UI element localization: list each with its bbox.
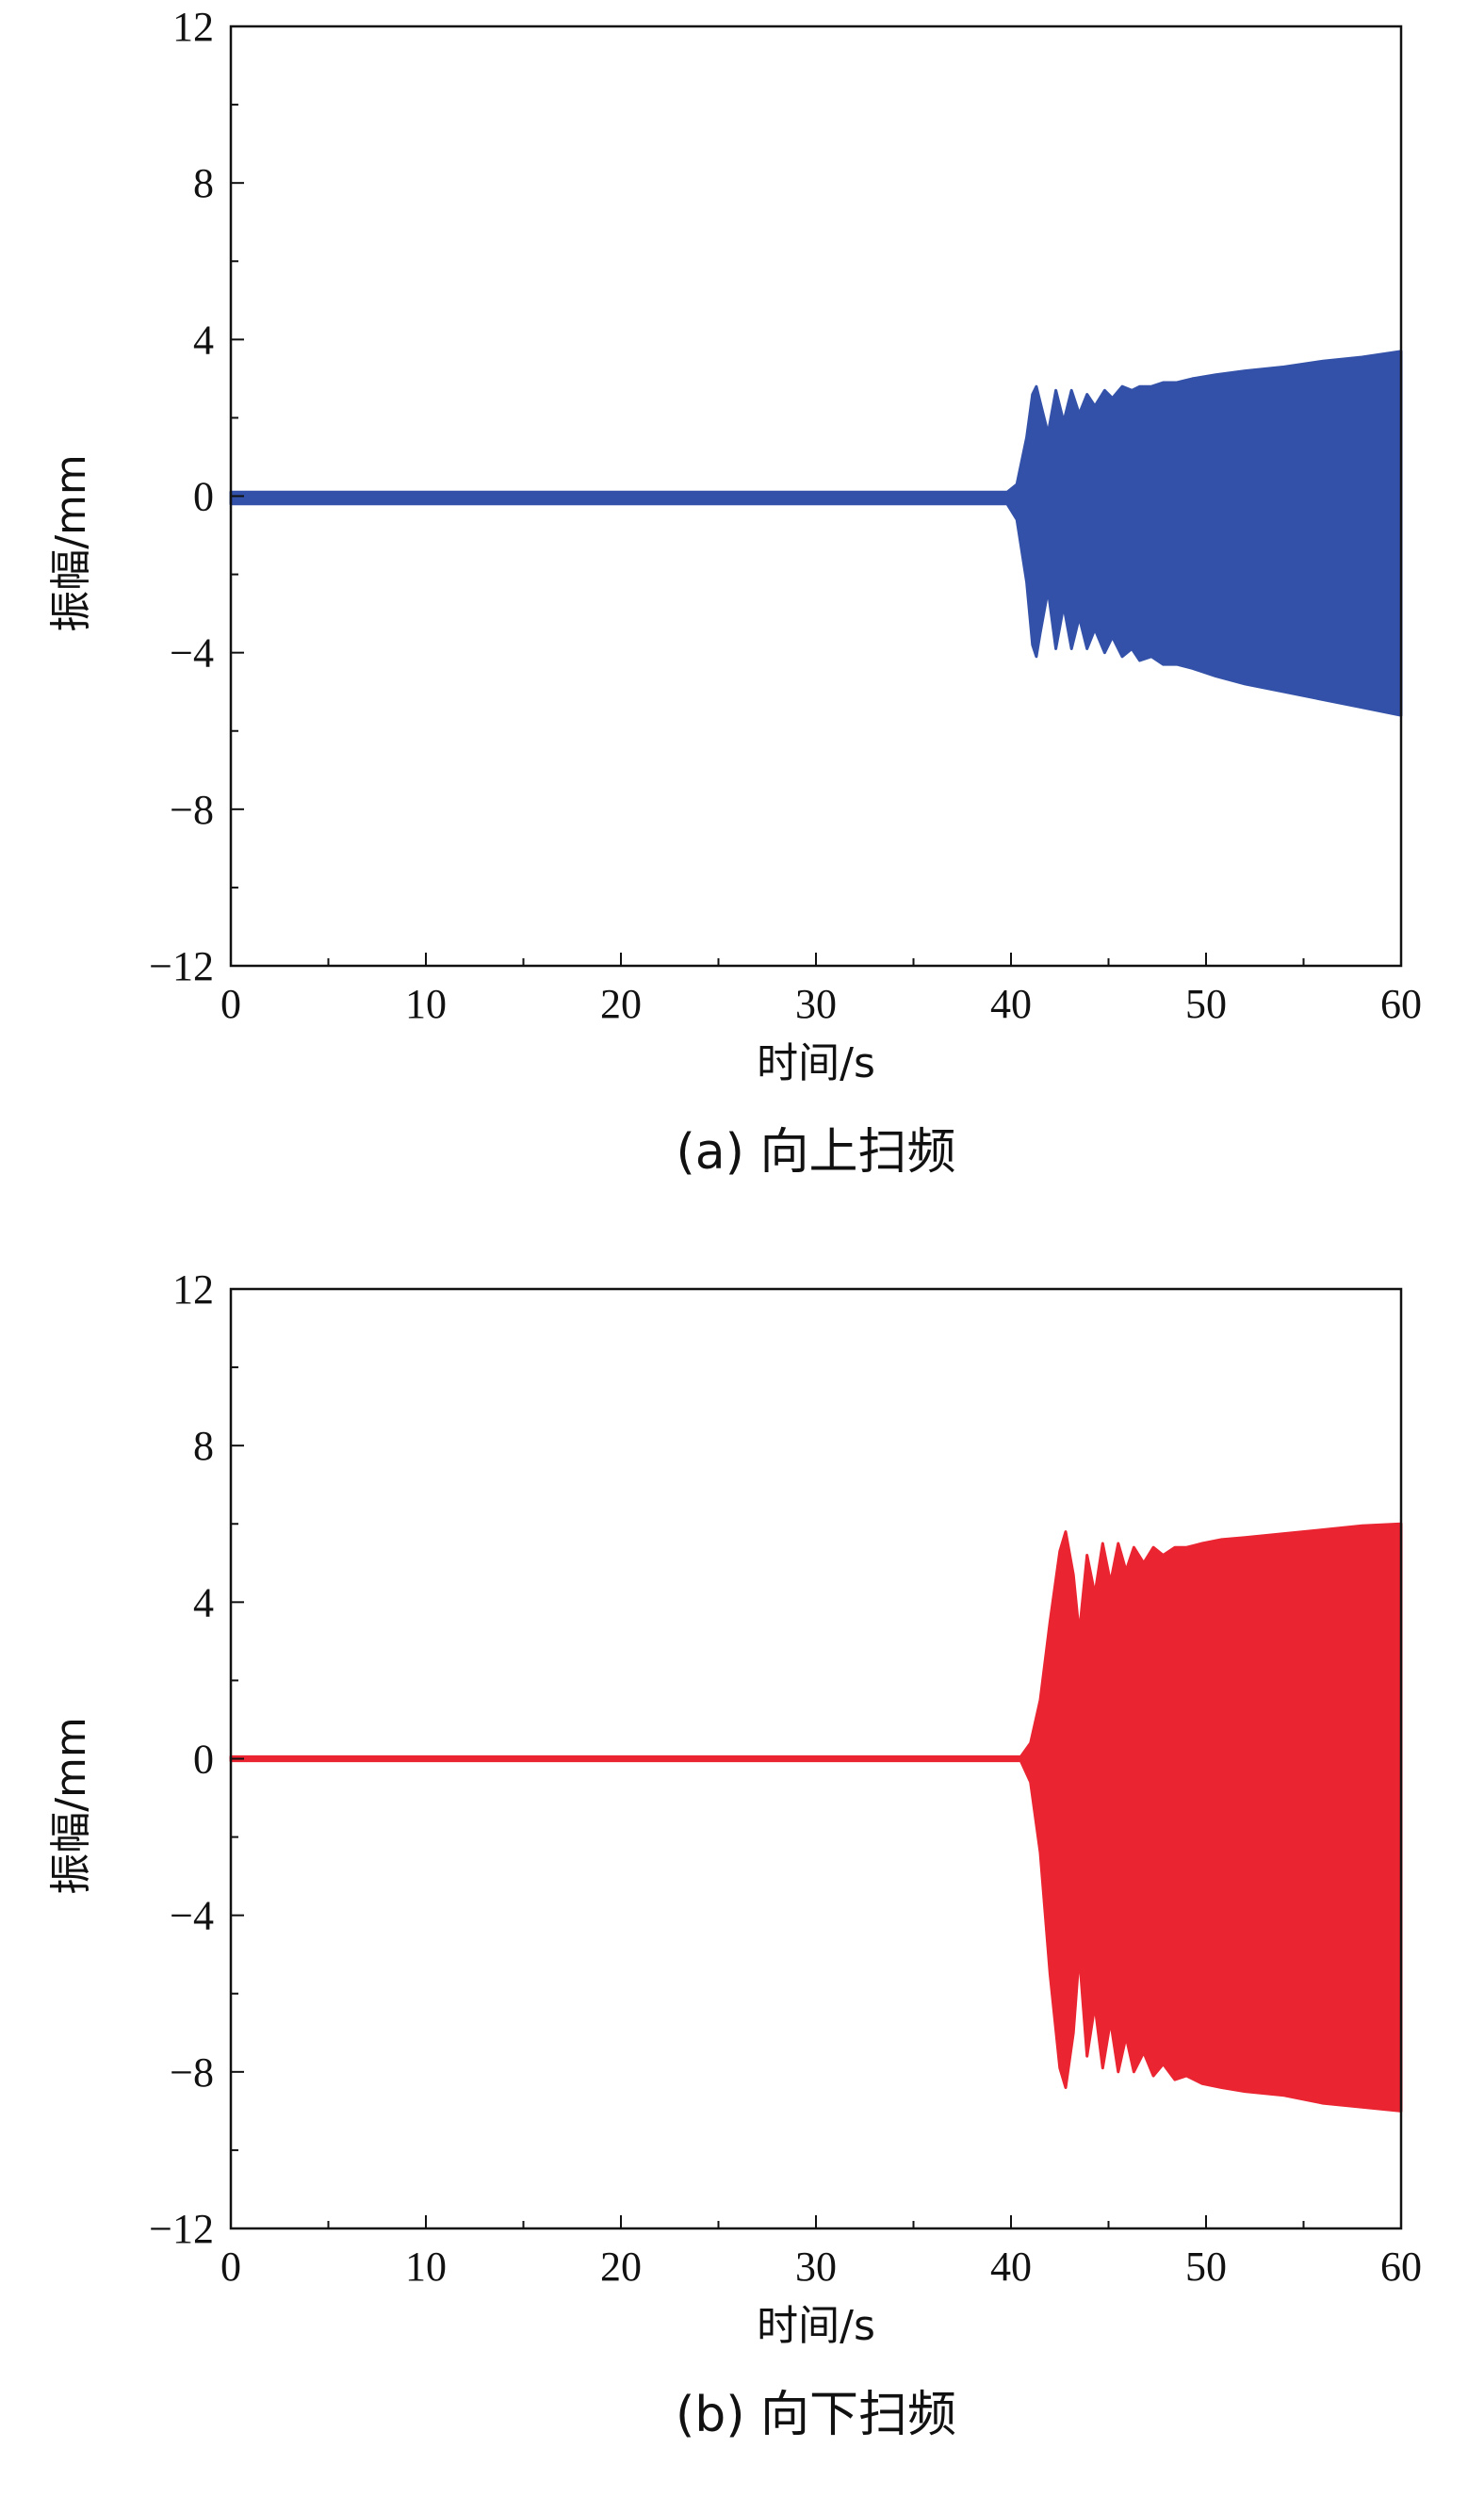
y-tick-label: 0 bbox=[193, 1737, 214, 1783]
y-tick-label: 4 bbox=[193, 1579, 214, 1625]
y-tick-label: −4 bbox=[170, 1893, 214, 1939]
y-tick-label: −4 bbox=[170, 630, 214, 677]
y-tick-label: 0 bbox=[193, 474, 214, 520]
x-tick-label: 10 bbox=[405, 2244, 447, 2290]
y-tick-label: −8 bbox=[170, 787, 214, 833]
x-tick-label: 30 bbox=[795, 981, 837, 1027]
x-tick-label: 60 bbox=[1380, 2244, 1422, 2290]
y-axis-title: 振幅/mm bbox=[47, 454, 95, 632]
x-tick-label: 0 bbox=[220, 981, 241, 1027]
y-tick-label: −12 bbox=[149, 943, 214, 989]
panel-caption: (a) 向上扫频 bbox=[677, 1124, 956, 1181]
x-tick-label: 50 bbox=[1185, 981, 1227, 1027]
x-tick-label: 10 bbox=[405, 981, 447, 1027]
y-tick-label: 8 bbox=[193, 1423, 214, 1469]
panel-caption: (b) 向下扫频 bbox=[676, 2387, 956, 2443]
y-tick-label: 4 bbox=[193, 317, 214, 363]
x-axis-title: 时间/s bbox=[757, 1039, 875, 1087]
x-tick-label: 40 bbox=[990, 2244, 1032, 2290]
chart-panel-b: 0 10 20 30 40 50 60 12 8 4 0 −4 −8 −12 时间/s 振幅/mm (b) 向下… bbox=[0, 1263, 1484, 2497]
x-axis-title: 时间/s bbox=[757, 2302, 875, 2350]
signal-envelope bbox=[229, 1522, 1403, 2113]
x-tick-label: 30 bbox=[795, 2244, 837, 2290]
y-axis-title: 振幅/mm bbox=[47, 1717, 95, 1895]
y-tick-label: −8 bbox=[170, 2049, 214, 2096]
y-tick-label: 8 bbox=[193, 160, 214, 206]
x-tick-label: 60 bbox=[1380, 981, 1422, 1027]
signal-envelope bbox=[229, 350, 1403, 717]
x-tick-label: 20 bbox=[600, 981, 642, 1027]
x-tick-label: 50 bbox=[1185, 2244, 1227, 2290]
y-tick-label: 12 bbox=[172, 4, 214, 50]
x-tick-label: 0 bbox=[220, 2244, 241, 2290]
x-tick-label: 40 bbox=[990, 981, 1032, 1027]
x-tick-label: 20 bbox=[600, 2244, 642, 2290]
y-tick-label: −12 bbox=[149, 2206, 214, 2252]
chart-panel-a: 0 10 20 30 40 50 60 12 8 4 0 −4 −8 −12 时间/s 振幅/mm (a) 向上… bbox=[0, 0, 1484, 1234]
y-tick-label: 12 bbox=[172, 1266, 214, 1313]
